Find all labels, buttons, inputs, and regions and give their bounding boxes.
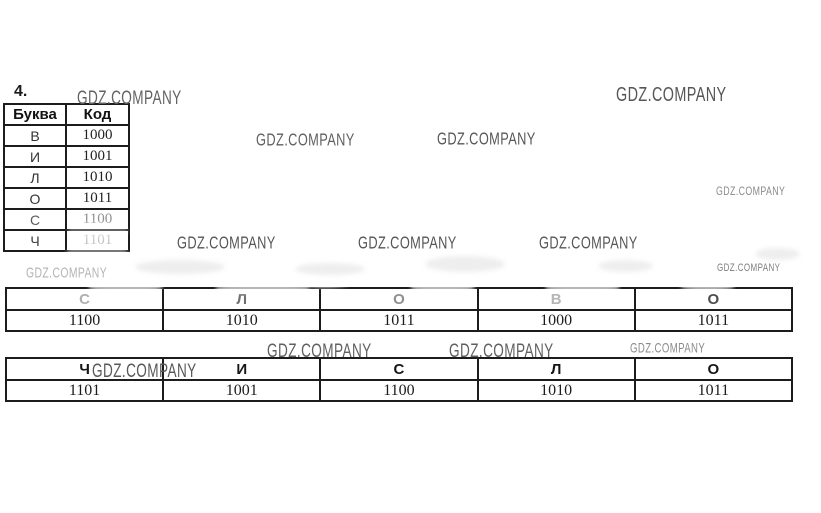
decoded-word-table-1: С Л О В О 1100 1010 1011 1000 1011 — [4, 287, 794, 332]
scan-smudge — [545, 282, 620, 293]
letter-cell: О — [3, 187, 67, 210]
watermark: GDZ.COMPANY — [616, 83, 727, 106]
codes-row: 1100 1010 1011 1000 1011 — [4, 309, 794, 332]
letter-cell: И — [3, 145, 67, 168]
watermark: GDZ.COMPANY — [630, 340, 706, 356]
letter-cell: О — [633, 287, 794, 311]
code-cell: 1100 — [65, 208, 130, 231]
table-header-row: Буква Код — [3, 103, 130, 126]
code-cell: 1101 — [65, 229, 130, 252]
code-cell: 1011 — [319, 309, 479, 332]
letter-cell: В — [3, 124, 67, 147]
letter-cell: Л — [3, 166, 67, 189]
code-cell: 1010 — [162, 309, 322, 332]
letter-cell: С — [3, 208, 67, 231]
table-row: И 1001 — [3, 145, 130, 168]
column-header-letter: Буква — [3, 103, 67, 126]
table-row: Л 1010 — [3, 166, 130, 189]
letter-code-table: Буква Код В 1000 И 1001 Л 1010 О 1011 С … — [3, 103, 130, 252]
watermark: GDZ.COMPANY — [437, 130, 536, 150]
watermark: GDZ.COMPANY — [92, 360, 197, 382]
exercise-number: 4. — [14, 83, 28, 100]
code-cell: 1001 — [162, 379, 322, 402]
scan-smudge — [680, 281, 735, 291]
code-cell: 1011 — [65, 187, 130, 210]
code-cell: 1101 — [4, 379, 165, 402]
letter-cell: О — [633, 357, 794, 381]
letter-cell: Ч — [4, 357, 165, 381]
letter-cell: И — [162, 357, 322, 381]
table-row: О 1011 — [3, 187, 130, 210]
letters-row: Ч И С Л О — [4, 357, 794, 381]
watermark: GDZ.COMPANY — [267, 340, 372, 362]
scan-smudge — [410, 280, 475, 293]
code-cell: 1001 — [65, 145, 130, 168]
watermark: GDZ.COMPANY — [716, 185, 786, 199]
code-cell: 1011 — [633, 309, 794, 332]
column-header-code: Код — [65, 103, 130, 126]
letter-cell: С — [319, 357, 479, 381]
scan-noise — [598, 260, 653, 272]
decoded-word-table-2: Ч И С Л О 1101 1001 1100 1010 1011 — [4, 357, 794, 402]
scan-smudge — [66, 244, 128, 262]
scan-noise — [135, 260, 225, 274]
code-cell: 1100 — [4, 309, 165, 332]
scan-smudge — [68, 221, 128, 241]
scan-smudge — [88, 280, 163, 293]
watermark: GDZ.COMPANY — [717, 262, 781, 275]
letter-cell: Ч — [3, 229, 67, 252]
watermark: GDZ.COMPANY — [256, 131, 355, 151]
watermark: GDZ.COMPANY — [26, 264, 108, 281]
table-row: Ч 1101 — [3, 229, 130, 252]
code-cell: 1000 — [476, 309, 636, 332]
table-row: С 1100 — [3, 208, 130, 231]
scan-smudge — [215, 283, 310, 294]
watermark: GDZ.COMPANY — [449, 340, 554, 362]
code-cell: 1000 — [65, 124, 130, 147]
scan-noise — [295, 263, 365, 275]
scan-smudge — [300, 279, 350, 288]
code-cell: 1100 — [319, 379, 479, 402]
letter-cell: Л — [476, 357, 636, 381]
scan-noise — [425, 256, 505, 272]
code-cell: 1011 — [633, 379, 794, 402]
watermark: GDZ.COMPANY — [539, 234, 638, 254]
scan-noise — [755, 248, 800, 260]
watermark: GDZ.COMPANY — [177, 234, 276, 254]
table-row: В 1000 — [3, 124, 130, 147]
code-cell: 1010 — [476, 379, 636, 402]
watermark: GDZ.COMPANY — [77, 87, 182, 109]
code-cell: 1010 — [65, 166, 130, 189]
watermark: GDZ.COMPANY — [358, 234, 457, 254]
codes-row: 1101 1001 1100 1010 1011 — [4, 379, 794, 402]
